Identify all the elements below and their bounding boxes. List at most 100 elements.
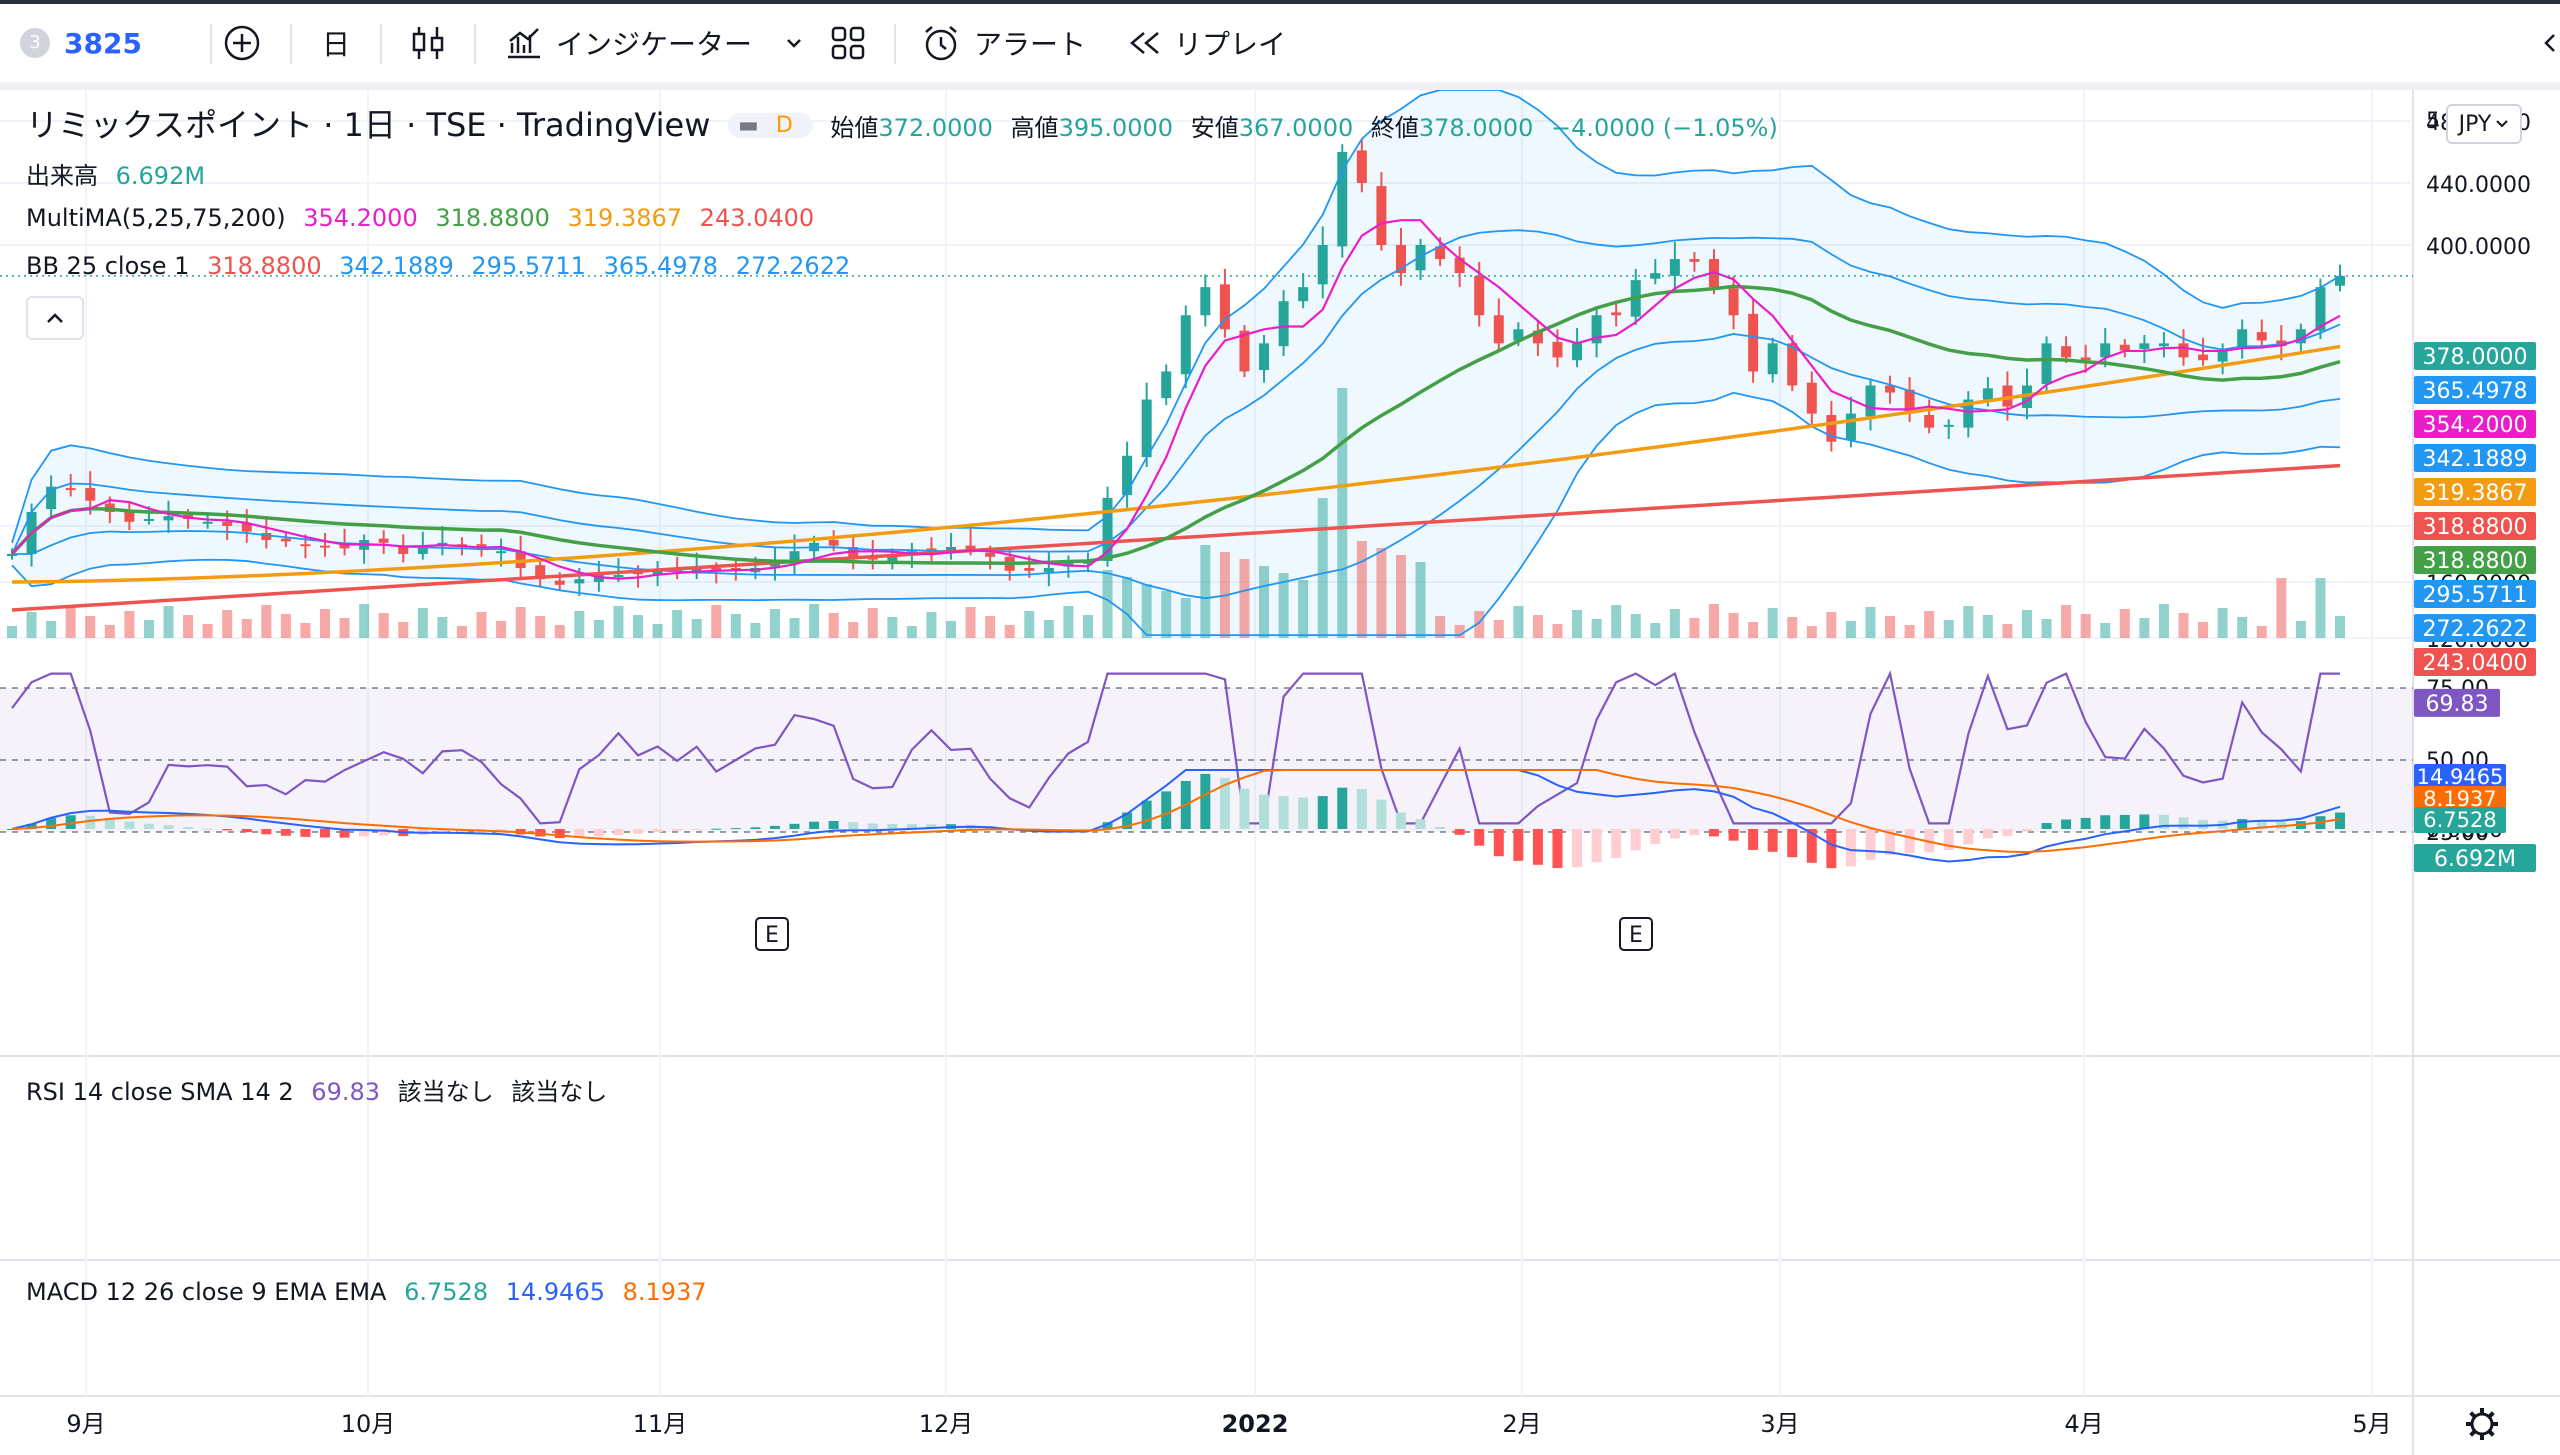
volume-bar <box>1200 545 1211 638</box>
volume-bar <box>2276 578 2287 638</box>
high-label: 高値 <box>1010 114 1059 142</box>
price-badge: 272.2622 <box>2414 614 2536 642</box>
candle-body <box>1943 424 1954 427</box>
macd-histogram-bar <box>2061 819 2072 829</box>
compare-symbol-button[interactable] <box>222 4 262 82</box>
time-axis-label: 2022 <box>1222 1410 1289 1438</box>
alarm-clock-icon <box>925 26 957 61</box>
candle-body <box>1982 388 1993 400</box>
candle-body <box>1337 152 1348 247</box>
candle-body <box>202 521 213 524</box>
volume-bar <box>7 626 17 638</box>
earnings-event-marker[interactable]: E <box>1619 917 1653 951</box>
alert-button[interactable]: アラート <box>920 4 1086 82</box>
volume-bar <box>515 607 526 638</box>
macd-histogram-bar <box>1552 829 1563 869</box>
macd-histogram-bar <box>1806 829 1817 863</box>
time-axis-label: 4月 <box>2064 1410 2103 1438</box>
time-axis-label: 3月 <box>1760 1410 1799 1438</box>
price-badge: 295.5711 <box>2414 580 2536 608</box>
collapse-right-button[interactable] <box>2540 4 2560 82</box>
price-axis-label: 400.0000 <box>2426 235 2531 260</box>
macd-line-value: 14.9465 <box>505 1278 605 1306</box>
macd-histogram-bar <box>809 821 820 829</box>
candle-body <box>124 511 135 522</box>
macd-histogram-bar <box>202 828 213 830</box>
candle-body <box>1669 259 1680 276</box>
volume-bar <box>359 604 370 638</box>
volume-bar <box>339 618 350 638</box>
candle-body <box>1435 246 1446 260</box>
macd-histogram-bar <box>26 823 37 829</box>
volume-bar <box>2295 621 2306 638</box>
interval-button[interactable]: 日 <box>322 4 350 82</box>
rsi-legend[interactable]: RSI 14 close SMA 14 2 69.83 該当なし 該当なし <box>26 1072 617 1107</box>
macd-histogram-bar <box>652 829 663 833</box>
macd-histogram-bar <box>359 829 370 837</box>
volume-bar <box>1611 605 1622 638</box>
change-value: −4.0000 (−1.05%) <box>1551 114 1778 142</box>
volume-bar <box>1513 606 1524 638</box>
volume-bar <box>1317 498 1328 638</box>
svg-text:E: E <box>765 923 779 948</box>
symbol-search[interactable]: 3 3825 <box>20 4 142 82</box>
macd-histogram-bar <box>711 828 722 830</box>
candle-body <box>965 545 976 550</box>
price-badge: 365.4978 <box>2414 376 2536 404</box>
macd-histogram-bar <box>2178 817 2189 829</box>
ma5-line <box>11 219 2341 580</box>
volume-bar <box>652 624 663 638</box>
candle-body <box>1122 455 1133 496</box>
settings-gear-icon[interactable] <box>2466 1408 2498 1440</box>
macd-histogram-bar <box>1337 787 1348 829</box>
volume-bar <box>1552 624 1563 638</box>
volume-bar <box>1395 555 1406 638</box>
macd-histogram-bar <box>2041 823 2052 829</box>
currency-label: JPY <box>2458 111 2492 137</box>
replay-button[interactable]: リプレイ <box>1126 4 1286 82</box>
volume-bar <box>946 621 957 638</box>
svg-text:6.692M: 6.692M <box>2434 847 2516 872</box>
volume-bar <box>222 610 233 638</box>
macd-histogram-bar <box>1669 829 1680 839</box>
candle-body <box>1552 341 1563 358</box>
macd-histogram-bar <box>1122 812 1133 829</box>
volume-legend[interactable]: 出来高 6.692M <box>26 156 215 191</box>
candle-body <box>2158 343 2169 347</box>
multima-legend[interactable]: MultiMA(5,25,75,200) 354.2000 318.8800 3… <box>26 204 824 232</box>
candle-body <box>2295 329 2306 344</box>
macd-histogram-bar <box>1924 829 1935 853</box>
chart-type-button[interactable] <box>410 4 446 82</box>
macd-histogram-bar <box>437 829 448 834</box>
macd-histogram-bar <box>1885 829 1896 856</box>
volume-bar <box>1259 566 1270 638</box>
candle-body <box>1826 415 1837 442</box>
candle-body <box>1865 385 1876 417</box>
earnings-event-marker[interactable]: E <box>755 917 789 951</box>
volume-bar <box>1845 621 1856 638</box>
indicators-button[interactable]: インジケーター <box>504 4 806 82</box>
bb-label: BB 25 close 1 <box>26 252 190 280</box>
candle-body <box>320 545 331 548</box>
macd-histogram-bar <box>1943 829 1954 851</box>
currency-selector[interactable]: JPY <box>2446 104 2522 144</box>
volume-bar <box>1376 548 1387 638</box>
macd-histogram-bar <box>163 825 174 829</box>
collapse-legend-button[interactable] <box>26 296 84 340</box>
macd-histogram-bar <box>1650 829 1661 845</box>
macd-histogram-bar <box>1278 795 1289 829</box>
macd-legend[interactable]: MACD 12 26 close 9 EMA EMA 6.7528 14.946… <box>26 1278 717 1306</box>
layouts-button[interactable] <box>830 4 866 82</box>
volume-bar <box>593 620 604 638</box>
candle-body <box>1415 245 1426 271</box>
toolbar-divider <box>0 82 2560 90</box>
time-axis-label: 5月 <box>2352 1410 2391 1438</box>
bb-legend[interactable]: BB 25 close 1 318.8800 342.1889 295.5711… <box>26 252 860 280</box>
macd-histogram-bar <box>2158 814 2169 829</box>
candle-body <box>1963 399 1974 428</box>
interval-badge[interactable]: ▬ D <box>728 113 813 138</box>
volume-bar <box>1474 611 1485 638</box>
volume-label: 出来高 <box>26 162 98 190</box>
macd-histogram-bar <box>1572 829 1583 868</box>
